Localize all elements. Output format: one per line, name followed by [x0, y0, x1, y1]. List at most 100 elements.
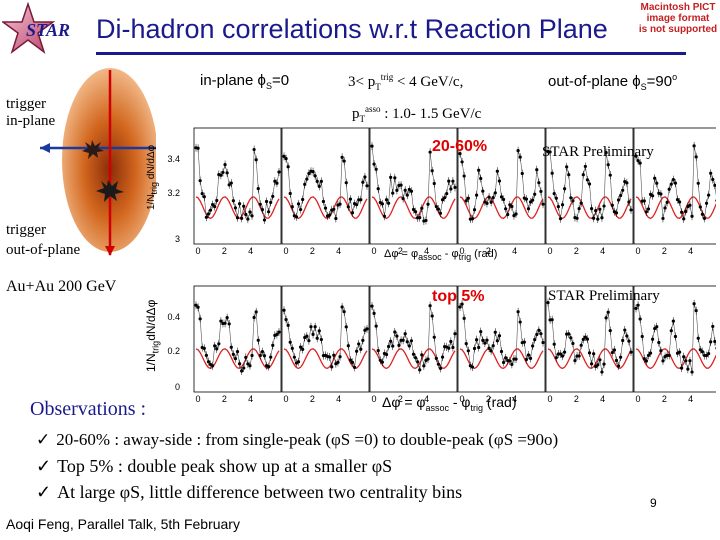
background-curve: [547, 348, 632, 370]
x-tick-label: 4: [336, 246, 341, 256]
x-tick-label: 0: [459, 394, 464, 404]
background-curve: [283, 196, 368, 220]
subplot-frame: [193, 285, 282, 393]
x-tick-label: 2: [662, 394, 667, 404]
subplot-frame: [457, 127, 546, 245]
y-tick-label: 0.4: [167, 312, 180, 322]
title-underline: [96, 52, 686, 55]
subplot-frame: [369, 127, 458, 245]
x-tick-label: 4: [600, 246, 605, 256]
observation-item-2: ✓ Top 5% : double peak show up at a small…: [36, 456, 393, 476]
subplot-frame: [633, 285, 716, 393]
observation-item-1: ✓ 20-60% : away-side : from single-peak (…: [36, 430, 559, 449]
x-tick-label: 2: [310, 394, 315, 404]
trigger-in-plane-label: trigger in-plane: [6, 96, 56, 129]
y-tick-label: 3: [175, 234, 180, 244]
x-tick-label: 2: [222, 246, 227, 256]
y-tick-label: 3.4: [167, 154, 180, 164]
x-tick-label: 4: [248, 394, 253, 404]
out-plane-label: out-of-plane ϕS=90o: [548, 72, 678, 92]
signal-outline: [459, 150, 544, 220]
x-tick-label: 0: [635, 246, 640, 256]
star-logo-text: STAR: [26, 20, 70, 40]
in-plane-label: in-plane ϕS=0: [200, 72, 290, 91]
x-tick-label: 2: [398, 246, 403, 256]
out-plane-arrow-head: [105, 246, 115, 256]
x-axis-title-2: Δφ = φassoc - φtrig (rad): [382, 394, 517, 413]
x-tick-label: 4: [688, 394, 693, 404]
x-tick-label: 2: [310, 246, 315, 256]
page-number: 9: [650, 496, 657, 510]
subplot-frame: [545, 285, 634, 393]
x-tick-label: 0: [635, 394, 640, 404]
x-tick-label: 4: [512, 246, 517, 256]
reaction-plane-diagram: [40, 68, 178, 256]
x-tick-label: 4: [424, 394, 429, 404]
check-icon: ✓: [36, 456, 52, 476]
pict-line-1: Macintosh PICT: [640, 2, 716, 13]
x-tick-label: 0: [371, 394, 376, 404]
subplot-frame: [457, 285, 546, 393]
x-tick-label: 4: [424, 246, 429, 256]
jet-burst-out-plane: [96, 180, 124, 202]
x-tick-label: 2: [574, 246, 579, 256]
x-tick-label: 4: [600, 394, 605, 404]
pict-line-2: image format: [646, 13, 710, 24]
background-curve: [635, 196, 716, 220]
pt-trig-label: 3< pTtrig < 4 GeV/c,: [348, 72, 464, 92]
x-tick-label: 2: [486, 246, 491, 256]
centrality-label-top5: top 5%: [432, 288, 485, 305]
subplot-frame: [545, 127, 634, 245]
observation-item-3: ✓ At large φS, little difference between …: [36, 482, 463, 502]
background-curve: [371, 348, 456, 370]
in-plane-arrow-head: [40, 143, 50, 153]
x-tick-label: 2: [574, 394, 579, 404]
x-tick-label: 4: [336, 394, 341, 404]
x-tick-label: 0: [195, 246, 200, 256]
preliminary-label-1: STAR Preliminary: [542, 144, 654, 160]
x-tick-label: 0: [283, 394, 288, 404]
data-point: [715, 199, 716, 202]
subplot-frame: [281, 285, 370, 393]
x-tick-label: 2: [662, 246, 667, 256]
subplot-frame: [633, 127, 716, 245]
y-tick-label: 0: [175, 382, 180, 392]
y-tick-label: 3.2: [167, 188, 180, 198]
correlation-panel-top5: 0.4 0.2 0 0 2 4 0 2 4 0 2 4 0 2 4 0 2 4 0 2 4: [156, 282, 716, 414]
collision-label: Au+Au 200 GeV: [6, 278, 117, 295]
x-tick-label: 2: [398, 394, 403, 404]
check-icon: ✓: [36, 430, 51, 449]
x-tick-label: 2: [222, 394, 227, 404]
panel-top5-plots: 0.4 0.2 0 0 2 4 0 2 4 0 2 4 0 2 4 0 2 4 0 2 4: [167, 285, 716, 404]
centrality-label-20-60: 20-60%: [432, 138, 488, 155]
subplot-frame: [369, 285, 458, 393]
subplot-frame: [281, 127, 370, 245]
trigger-out-plane-label: trigger out-of-plane: [6, 222, 81, 258]
slide-title: Di-hadron correlations w.r.t Reaction Pl…: [96, 14, 608, 44]
background-curve: [635, 348, 716, 370]
y-axis-title-1: 1/Ntrig dN/dΔφ: [146, 144, 159, 210]
preliminary-label-2: STAR Preliminary: [548, 288, 660, 304]
x-tick-label: 0: [371, 246, 376, 256]
pict-notice: Macintosh PICT image format is not suppo…: [636, 2, 720, 35]
correlation-panel-20-60: 3.4 3.2 3 0 2 4 0 2 4 0 2 4 0 2 4 0 2 4 0 2 4: [156, 124, 716, 266]
observations-heading: Observations :: [30, 398, 147, 420]
x-tick-label: 4: [688, 246, 693, 256]
signal-outline: [195, 147, 280, 221]
x-axis-title-1: Δφ = φassoc - φtrig (rad): [384, 248, 498, 263]
data-point: [715, 346, 716, 350]
x-tick-label: 0: [547, 394, 552, 404]
pict-line-3: is not supported: [638, 24, 718, 35]
x-tick-label: 4: [512, 394, 517, 404]
x-tick-label: 4: [248, 246, 253, 256]
check-icon: ✓: [36, 482, 52, 502]
subplot-frame: [193, 127, 282, 245]
pt-assoc-label: pTasso : 1.0- 1.5 GeV/c: [352, 104, 482, 124]
x-tick-label: 0: [547, 246, 552, 256]
panel-20-60-plots: 3.4 3.2 3 0 2 4 0 2 4 0 2 4 0 2 4 0 2 4 0 2 4: [167, 127, 716, 256]
background-curve: [195, 348, 280, 370]
x-tick-label: 0: [283, 246, 288, 256]
star-logo: STAR: [2, 2, 70, 55]
y-tick-label: 0.2: [167, 346, 180, 356]
x-tick-label: 0: [459, 246, 464, 256]
